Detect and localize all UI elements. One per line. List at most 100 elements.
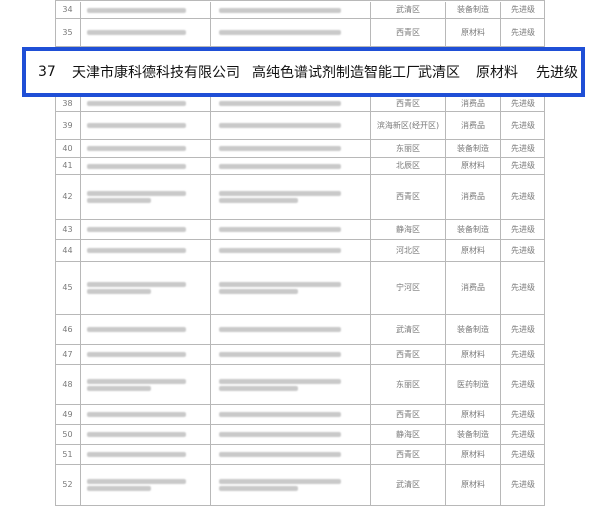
- blurred-line: [218, 479, 341, 484]
- table-row: 51 西青区 原材料 先进级: [55, 445, 545, 465]
- district-cell: 静海区: [370, 220, 445, 239]
- level-cell: 先进级: [500, 315, 545, 344]
- industry: 消费品: [461, 120, 485, 130]
- number-cell: 35: [55, 19, 80, 46]
- blurred-text-cell: [210, 445, 370, 464]
- blurred-text-cell: [210, 19, 370, 46]
- industry-cell: 原材料: [445, 465, 500, 505]
- blurred-line: [218, 30, 341, 35]
- project: 高纯色谱试剂制造智能工厂: [252, 65, 420, 81]
- industry: 装备制造: [457, 429, 489, 439]
- blurred-text: [87, 450, 203, 459]
- industry: 消费品: [461, 98, 485, 108]
- number-cell: 47: [55, 345, 80, 364]
- industry-cell: 消费品: [445, 175, 500, 219]
- blurred-line: [87, 412, 187, 417]
- district: 东丽区: [396, 143, 420, 153]
- blurred-text-cell: [210, 112, 370, 139]
- blurred-text: [218, 410, 362, 419]
- number-cell: 38: [55, 96, 80, 111]
- number-cell: 39: [55, 112, 80, 139]
- level: 先进级: [511, 120, 535, 130]
- table-row: 49 西青区 原材料 先进级: [55, 405, 545, 425]
- blurred-line: [218, 146, 341, 151]
- blurred-text: [218, 280, 362, 296]
- industry-cell: 消费品: [445, 112, 500, 139]
- blurred-text-cell: [80, 96, 210, 111]
- district-cell: 东丽区: [370, 365, 445, 404]
- industry-cell: 原材料: [445, 445, 500, 464]
- blurred-text-cell: [80, 158, 210, 174]
- industry-cell: 装备制造: [445, 425, 500, 444]
- blurred-text: [87, 246, 203, 255]
- blurred-text-cell: [80, 220, 210, 239]
- blurred-line: [87, 486, 152, 491]
- number: 43: [62, 224, 73, 234]
- level-cell: 先进级: [500, 445, 545, 464]
- blurred-text: [87, 477, 203, 493]
- district: 东丽区: [396, 379, 420, 389]
- blurred-line: [87, 123, 187, 128]
- table-row: 52 武清区 原材料 先进级: [55, 465, 545, 506]
- blurred-text: [87, 225, 203, 234]
- number-cell: 45: [55, 262, 80, 314]
- level: 先进级: [511, 349, 535, 359]
- district-cell: 西青区: [370, 96, 445, 111]
- industry: 消费品: [461, 192, 485, 201]
- level: 先进级: [511, 283, 535, 292]
- district-cell: 武清区: [370, 315, 445, 344]
- number: 49: [62, 409, 73, 419]
- level-cell: 先进级: [500, 2, 545, 18]
- blurred-line: [87, 7, 187, 13]
- industry: 消费品: [461, 283, 485, 292]
- district-cell: 东丽区: [370, 140, 445, 157]
- district-cell: 西青区: [370, 445, 445, 464]
- blurred-line: [87, 198, 152, 203]
- district-cell: 武清区: [370, 2, 445, 18]
- blurred-text-cell: [210, 158, 370, 174]
- industry-cell: 原材料: [445, 158, 500, 174]
- blurred-text-cell: [210, 220, 370, 239]
- level: 先进级: [511, 192, 535, 201]
- level-cell: 先进级: [500, 262, 545, 314]
- table-row: 41 北辰区 原材料 先进级: [55, 158, 545, 175]
- blurred-text: [87, 28, 203, 37]
- district: 武清区: [396, 480, 420, 489]
- level: 先进级: [511, 409, 535, 419]
- blurred-line: [87, 385, 152, 391]
- blurred-text-cell: [80, 345, 210, 364]
- blurred-text: [218, 477, 362, 493]
- number: 44: [62, 245, 73, 255]
- table-row: 43 静海区 装备制造 先进级: [55, 220, 545, 240]
- blurred-text: [218, 162, 362, 171]
- blurred-text: [87, 410, 203, 419]
- district-cell: 武清区: [370, 465, 445, 505]
- blurred-line: [87, 378, 187, 384]
- table-row: 50 静海区 装备制造 先进级: [55, 425, 545, 445]
- blurred-text: [218, 377, 362, 393]
- blurred-text-cell: [210, 2, 370, 18]
- industry-cell: 消费品: [445, 96, 500, 111]
- blurred-line: [218, 289, 298, 294]
- blurred-text: [87, 350, 203, 359]
- table-row: 46 武清区 装备制造 先进级: [55, 315, 545, 345]
- level-cell: 先进级: [500, 425, 545, 444]
- level: 先进级: [511, 379, 535, 389]
- industry: 装备制造: [457, 324, 489, 334]
- level-cell: 先进级: [500, 158, 545, 174]
- blurred-text: [218, 99, 362, 108]
- industry-cell: 原材料: [445, 19, 500, 46]
- blurred-text: [87, 377, 203, 393]
- blurred-line: [218, 385, 298, 391]
- number: 48: [62, 379, 73, 389]
- blurred-text-cell: [210, 465, 370, 505]
- number: 50: [62, 429, 73, 439]
- number: 51: [62, 449, 73, 459]
- blurred-text-cell: [80, 19, 210, 46]
- district: 宁河区: [396, 283, 420, 292]
- blurred-text-cell: [80, 425, 210, 444]
- level-cell: 先进级: [500, 365, 545, 404]
- blurred-line: [218, 123, 341, 128]
- level: 先进级: [511, 98, 535, 108]
